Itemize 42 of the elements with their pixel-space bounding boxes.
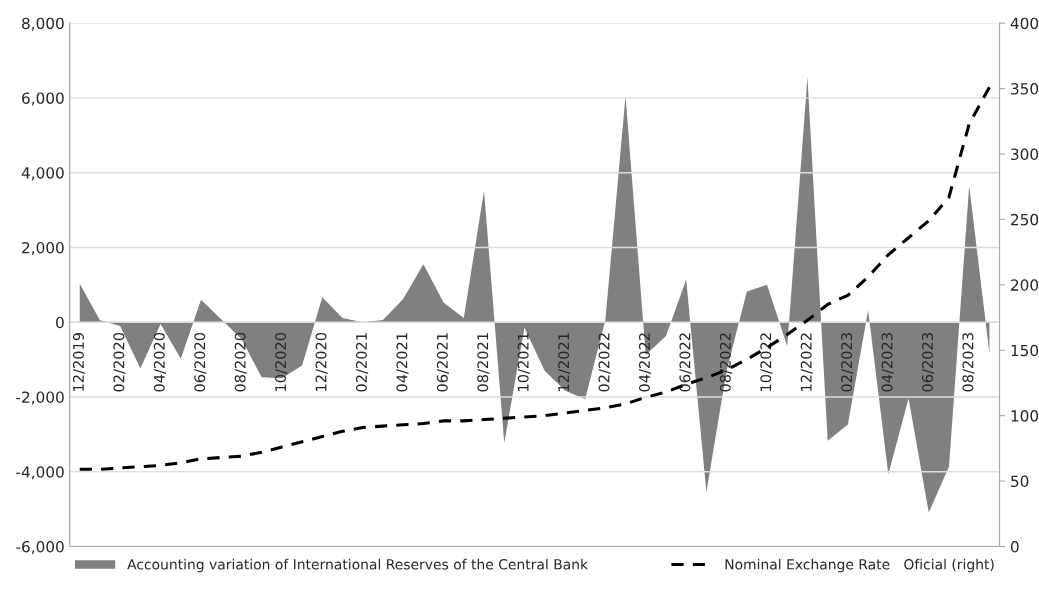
x-tick-label: 10/2022 xyxy=(760,333,773,391)
x-tick-label: 06/2022 xyxy=(679,333,692,392)
y-tick-label: 2,000 xyxy=(22,241,64,256)
y-tick-label: -6,000 xyxy=(16,540,64,555)
x-tick-label: 10/2021 xyxy=(517,333,530,391)
y2-tick-label: 250 xyxy=(1011,213,1039,226)
x-tick-label: 02/2021 xyxy=(355,333,369,392)
x-tick-label: 06/2020 xyxy=(194,332,207,392)
x-tick-label: 08/2021 xyxy=(477,333,490,392)
y2-tick-label: 400 xyxy=(1010,17,1039,30)
y2-tick-label: 50 xyxy=(1011,475,1029,488)
x-tick-label: 12/2019 xyxy=(72,332,86,391)
x-tick-label: 06/2021 xyxy=(436,333,449,392)
x-tick-label: 04/2023 xyxy=(881,333,894,392)
y2-tick-label: 150 xyxy=(1011,344,1039,357)
legend-label: Nominal Exchange Rate Oficial (right) xyxy=(725,558,994,573)
x-tick-label: 02/2023 xyxy=(841,333,854,392)
x-tick-label: 02/2020 xyxy=(113,332,126,392)
x-tick-label: 10/2020 xyxy=(275,332,288,391)
y2-tick-label: 100 xyxy=(1011,410,1039,422)
x-tick-label: 02/2022 xyxy=(598,333,611,392)
x-tick-label: 04/2021 xyxy=(396,333,409,392)
y2-tick-label: 350 xyxy=(1011,83,1039,95)
x-tick-label: 08/2020 xyxy=(234,332,247,392)
y-tick-label: 0 xyxy=(56,316,64,329)
y2-tick-label: 300 xyxy=(1011,148,1039,161)
legend-label: Accounting variation of International Reserves of the Central Bank xyxy=(127,558,589,573)
y-tick-label: 8,000 xyxy=(22,17,64,31)
x-tick-label: 12/2020 xyxy=(315,332,328,391)
y-tick-label: 4,000 xyxy=(21,167,64,181)
x-tick-label: 06/2023 xyxy=(921,333,935,392)
x-tick-label: 12/2022 xyxy=(800,333,813,391)
x-tick-label: 08/2023 xyxy=(962,333,975,392)
y2-tick-label: 0 xyxy=(1010,540,1019,553)
y-tick-label: -2,000 xyxy=(16,391,64,405)
y-tick-label: 6,000 xyxy=(22,92,64,106)
x-tick-label: 08/2022 xyxy=(719,333,732,392)
x-tick-label: 04/2022 xyxy=(638,333,652,392)
x-tick-label: 04/2020 xyxy=(153,332,166,392)
y-tick-label: -4,000 xyxy=(16,466,64,480)
x-tick-label: 12/2021 xyxy=(558,333,571,391)
y2-tick-label: 200 xyxy=(1011,279,1039,291)
